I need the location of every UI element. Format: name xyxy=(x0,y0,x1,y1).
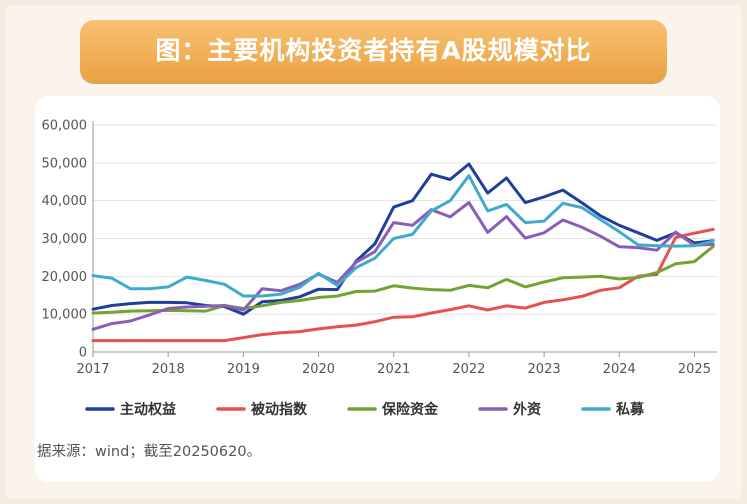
series-line xyxy=(91,244,715,315)
title-banner: 图：主要机构投资者持有A股规模对比 xyxy=(80,20,667,82)
series-line xyxy=(91,201,715,331)
x-tick-label: 2019 xyxy=(227,362,260,377)
x-tick-label: 2022 xyxy=(452,362,485,377)
y-tick-label: 60,000 xyxy=(42,119,88,134)
y-tick-label: 0 xyxy=(79,346,87,361)
legend-label: 外资 xyxy=(513,401,541,418)
x-tick-label: 2021 xyxy=(377,362,410,377)
series-line xyxy=(91,174,715,298)
x-tick-label: 2017 xyxy=(76,362,109,377)
chart-title: 图：主要机构投资者持有A股规模对比 xyxy=(155,36,592,65)
y-tick-label: 50,000 xyxy=(42,156,88,171)
series-line xyxy=(91,162,715,316)
legend-label: 保险资金 xyxy=(381,401,439,418)
series-line xyxy=(91,227,715,343)
y-tick-label: 30,000 xyxy=(42,232,88,247)
x-tick-label: 2025 xyxy=(678,362,711,377)
legend-label: 被动指数 xyxy=(251,401,308,418)
x-tick-label: 2018 xyxy=(152,362,185,377)
legend-label: 私募 xyxy=(616,401,645,418)
y-tick-label: 20,000 xyxy=(42,270,88,285)
y-tick-label: 40,000 xyxy=(42,194,88,209)
legend-label: 主动权益 xyxy=(120,401,176,418)
y-tick-label: 10,000 xyxy=(42,308,88,323)
x-tick-label: 2024 xyxy=(603,362,636,377)
x-tick-label: 2020 xyxy=(302,362,335,377)
x-tick-label: 2023 xyxy=(528,362,561,377)
source-note: 据来源：wind；截至20250620。 xyxy=(37,444,262,460)
